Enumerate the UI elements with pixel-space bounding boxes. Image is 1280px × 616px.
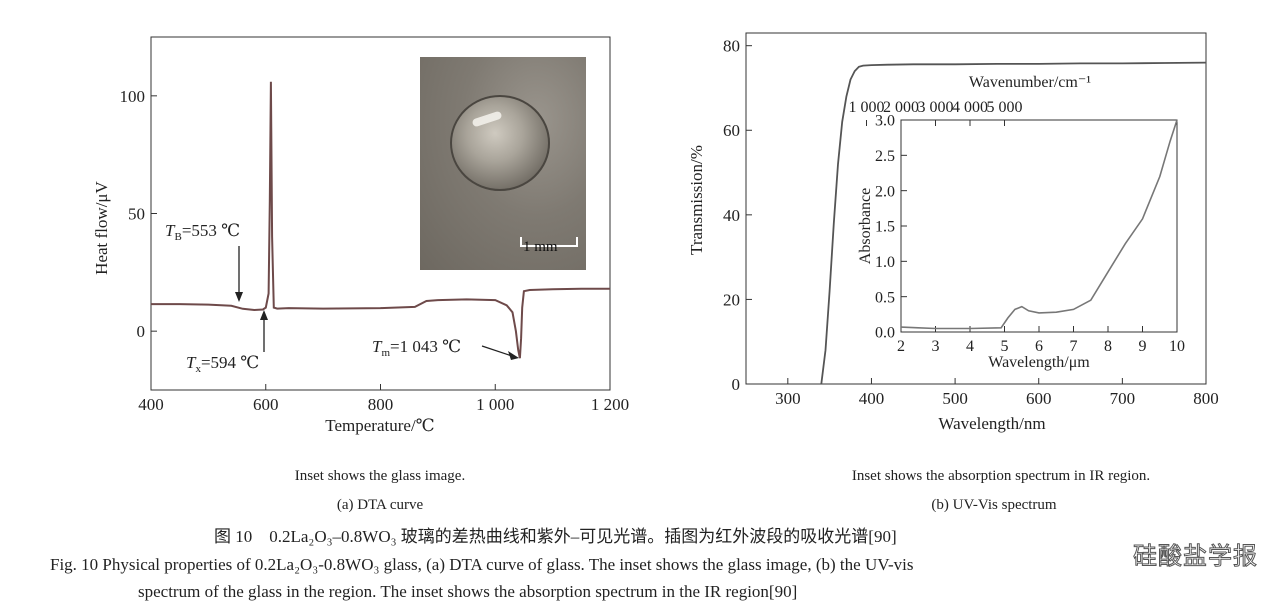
dta-xtick-label: 1 200 [591, 395, 629, 414]
ir-ytick-label: 1.0 [875, 254, 895, 271]
uvvis-series-line [820, 61, 1207, 385]
uvvis-plot-frame [745, 32, 1207, 385]
uvvis-xtick-label: 500 [942, 389, 968, 408]
dta-ylabel: Heat flow/μV [92, 180, 111, 274]
ir-xlabel: Wavelength/μm [988, 354, 1090, 371]
ir-series-line [900, 119, 1178, 330]
dta-arrowhead-tx [260, 310, 268, 320]
ir-x2label: Wavenumber/cm⁻¹ [969, 74, 1091, 91]
figure-caption-cn: 图 10 0.2La₂O₃–0.8WO₃ 玻璃的差热曲线和紫外–可见光谱。插图为… [214, 527, 897, 546]
ir-ytick-label: 0.5 [875, 289, 895, 306]
dta-annotation-tb: TB=553 ℃ [165, 221, 240, 243]
ir-xtick-label: 8 [1104, 338, 1112, 355]
dta-xtick-label: 800 [368, 395, 394, 414]
ir-top-tick-label: 5 000 [987, 99, 1023, 116]
figure-caption-en-line1: Fig. 10 Physical properties of 0.2La₂O₃-… [50, 555, 914, 574]
uvvis-ytick-label: 20 [723, 290, 740, 309]
ir-ytick-label: 2.0 [875, 183, 895, 200]
dta-arrowhead-tm [508, 351, 519, 360]
uvvis-xtick-label: 400 [859, 389, 885, 408]
ir-xtick-label: 3 [932, 338, 940, 355]
uvvis-ylabel: Transmission/% [687, 145, 706, 255]
dta-arrow-tm [481, 345, 513, 357]
glass-bead-image [450, 95, 550, 191]
ir-ytick-label: 3.0 [875, 113, 895, 130]
figure-caption-en-line2: spectrum of the glass in the region. The… [138, 582, 798, 601]
caption-sub-b: (b) UV-Vis spectrum [931, 497, 1057, 513]
ir-xtick-label: 6 [1035, 338, 1043, 355]
dta-xlabel: Temperature/℃ [325, 416, 434, 435]
dta-ytick-label: 0 [137, 322, 146, 341]
scale-bar-label: 1 mm [523, 239, 558, 255]
uvvis-xtick-label: 300 [775, 389, 801, 408]
ir-top-tick-label: 2 000 [883, 99, 919, 116]
ir-ylabel: Absorbance [857, 188, 874, 264]
dta-series-line [151, 81, 610, 359]
ir-inset-frame [900, 119, 1178, 333]
ir-ytick-label: 2.5 [875, 148, 895, 165]
dta-xtick-label: 400 [138, 395, 164, 414]
ir-xtick-label: 2 [897, 338, 905, 355]
dta-annotation-tm: Tm=1 043 ℃ [372, 337, 461, 359]
uvvis-ytick-label: 80 [723, 37, 740, 56]
scale-bar [520, 237, 578, 247]
ir-xtick-label: 5 [1001, 338, 1009, 355]
uvvis-ytick-label: 60 [723, 121, 740, 140]
uvvis-ytick-label: 0 [732, 375, 741, 394]
caption-inset-note-a: Inset shows the glass image. [294, 468, 466, 484]
uvvis-xtick-label: 800 [1193, 389, 1219, 408]
uvvis-xtick-label: 700 [1110, 389, 1136, 408]
ir-xtick-label: 10 [1169, 338, 1185, 355]
caption-sub-a: (a) DTA curve [336, 497, 424, 513]
ir-ytick-label: 1.5 [875, 219, 895, 236]
dta-arrowhead-tb [235, 292, 243, 302]
ir-xtick-label: 9 [1139, 338, 1147, 355]
watermark-logo: 硅酸盐学报 [1133, 542, 1258, 571]
dta-xtick-label: 1 000 [476, 395, 514, 414]
dta-ytick-label: 100 [120, 87, 146, 106]
ir-xtick-label: 7 [1070, 338, 1078, 355]
uvvis-xtick-label: 600 [1026, 389, 1052, 408]
ir-top-tick-label: 1 000 [849, 99, 885, 116]
dta-xtick-label: 600 [253, 395, 279, 414]
ir-xtick-label: 4 [966, 338, 974, 355]
dta-ytick-label: 50 [128, 204, 145, 223]
uvvis-chart: 300 400 500 600 700 800 0 20 40 60 80 Wavelength/n… [687, 32, 1219, 433]
caption-inset-note-b: Inset shows the absorption spectrum in I… [851, 468, 1151, 484]
uvvis-ytick-label: 40 [723, 206, 740, 225]
ir-top-tick-label: 3 000 [918, 99, 954, 116]
glass-photo-inset: 1 mm [420, 57, 586, 270]
dta-annotation-tx: Tx=594 ℃ [186, 353, 259, 375]
uvvis-xlabel: Wavelength/nm [938, 414, 1045, 433]
ir-top-tick-label: 4 000 [952, 99, 988, 116]
ir-ytick-label: 0.0 [875, 325, 895, 342]
